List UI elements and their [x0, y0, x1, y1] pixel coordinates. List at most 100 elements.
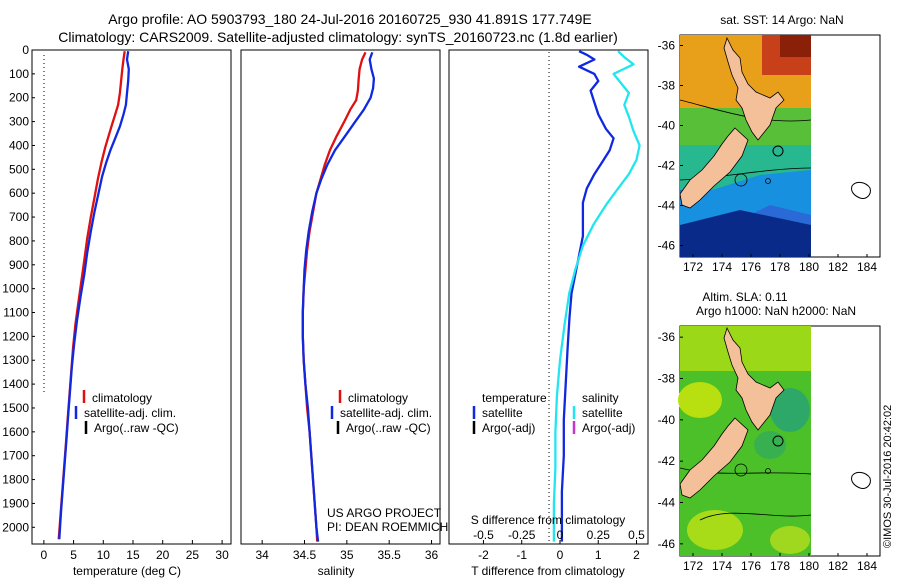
depth-tick-label: 1800: [2, 473, 29, 487]
temperature-axis-label: temperature (deg C): [73, 564, 181, 578]
lon-tick-label: 172: [683, 559, 703, 573]
depth-tick-label: 1100: [3, 306, 29, 320]
x-tick-label: 2: [633, 548, 640, 562]
x-tick-label: 20: [156, 548, 170, 562]
x-tick-label: 35.5: [378, 548, 402, 562]
depth-tick-label: 100: [9, 67, 29, 81]
difference-legend: temperature salinity satellite Argo(-adj…: [472, 391, 635, 435]
t-difference-axis: -2 -1 0 1 2: [478, 540, 640, 562]
temperature-legend: climatology satellite-adj. clim. Argo(..…: [74, 390, 179, 435]
lon-tick-label: 176: [741, 260, 761, 274]
chatham-islands: [851, 471, 871, 489]
legend-satellite: satellite-adj. clim.: [84, 406, 176, 420]
depth-tick-label: 500: [9, 162, 29, 176]
sla-map-title: Altim. SLA: 0.11: [702, 290, 787, 304]
legend-header-salinity: salinity: [582, 391, 619, 405]
s-difference-tick-label: -0.25: [508, 528, 536, 542]
lon-tick-label: 184: [857, 260, 877, 274]
header-title: Argo profile: AO 5903793_180 24-Jul-2016…: [108, 11, 591, 27]
x-tick-label: 36: [425, 548, 439, 562]
s-difference-tick-labels: -0.5 -0.25 0 0.25 0.5: [473, 528, 645, 542]
depth-tick-label: 300: [9, 115, 29, 129]
s-difference-tick-label: 0: [557, 528, 564, 542]
salinity-panel: 34 34.5 35 35.5 36 climatology satellite-adj…: [240, 49, 448, 578]
depth-tick-label: 800: [9, 234, 29, 248]
depth-tick-label: 900: [9, 258, 29, 272]
lat-tick-label: -42: [658, 159, 676, 173]
legend-climatology: climatology: [348, 391, 408, 405]
depth-tick-label: 1700: [2, 449, 29, 463]
series-line-climatology: [57, 51, 126, 540]
lon-tick-label: 174: [712, 260, 732, 274]
lat-tick-label: -38: [658, 372, 676, 386]
s-difference-tick-label: -0.5: [473, 528, 494, 542]
chatham-islands: [851, 181, 871, 199]
depth-tick-label: 1200: [2, 329, 29, 343]
t-difference-axis-label: T difference from climatology: [471, 564, 625, 578]
eddy-marker: [734, 173, 748, 187]
legend-s-satellite: satellite: [582, 406, 623, 420]
salinity-series: [301, 51, 376, 542]
s-difference-tick-label: 0.25: [587, 528, 611, 542]
lat-tick-label: -36: [658, 330, 676, 344]
depth-tick-label: 2000: [2, 520, 29, 534]
lat-tick-label: -46: [658, 239, 676, 253]
difference-panel: -2 -1 0 1 2 temperature salinity satellite A…: [448, 49, 649, 578]
lon-tick-label: 180: [799, 559, 819, 573]
argo-location-marker: [772, 145, 784, 157]
salinity-legend: climatology satellite-adj. clim. Argo(..…: [330, 390, 432, 435]
difference-series: [552, 50, 641, 542]
series-line-satellite-adj-clim: [58, 51, 130, 540]
lat-tick-label: -36: [658, 39, 676, 53]
salinity-axis-label: salinity: [318, 564, 355, 578]
depth-tick-label: 0: [22, 43, 29, 57]
depth-tick-label: 1600: [2, 425, 29, 439]
sst-map-title: sat. SST: 14 Argo: NaN: [720, 13, 843, 27]
x-tick-label: 1: [595, 548, 602, 562]
lat-tick-label: -40: [658, 413, 676, 427]
x-tick-label: -1: [516, 548, 527, 562]
lon-tick-label: 172: [683, 260, 703, 274]
s-difference-tick-label: 0.5: [628, 528, 645, 542]
x-tick-label: 25: [186, 548, 200, 562]
x-tick-label: 0: [557, 548, 564, 562]
difference-plot-frame: [448, 49, 649, 545]
sst-map-axes: -36 -38 -40 -42 -44 -46 172 174 176 178 180 182 184: [658, 39, 878, 275]
sla-field: [678, 326, 812, 556]
header-subtitle: Climatology: CARS2009. Satellite-adjuste…: [58, 29, 618, 45]
lon-tick-label: 174: [712, 559, 732, 573]
legend-satellite: satellite-adj. clim.: [340, 406, 432, 420]
x-tick-label: 30: [215, 548, 229, 562]
project-annotation: US ARGO PROJECT: [327, 506, 442, 520]
lat-tick-label: -44: [658, 199, 676, 213]
legend-argo: Argo(..raw -QC): [94, 421, 179, 435]
depth-tick-label: 200: [9, 91, 29, 105]
eddy-marker: [765, 468, 771, 474]
depth-tick-label: 700: [9, 210, 29, 224]
pi-annotation: PI: DEAN ROEMMICH: [327, 520, 448, 534]
temperature-plot-frame: [31, 49, 232, 545]
x-tick-label: 34.5: [293, 548, 317, 562]
lat-tick-label: -38: [658, 79, 676, 93]
lat-tick-label: -44: [658, 496, 676, 510]
eddy-marker: [765, 178, 771, 184]
sla-map-subtitle: Argo h1000: NaN h2000: NaN: [696, 304, 856, 318]
temperature-axis: 0 5 10 15 20 25 30: [41, 540, 229, 562]
legend-t-satellite: satellite: [482, 406, 523, 420]
temperature-panel: 0100200300400500600700800900100011001200…: [2, 43, 232, 578]
legend-climatology: climatology: [92, 391, 152, 405]
lon-tick-label: 182: [828, 559, 848, 573]
lat-tick-label: -40: [658, 119, 676, 133]
depth-tick-label: 400: [9, 138, 29, 152]
depth-tick-label: 600: [9, 186, 29, 200]
nz-coastline: [679, 326, 785, 499]
sla-map: Altim. SLA: 0.11 Argo h1000: NaN h2000: …: [658, 290, 881, 573]
eddy-marker: [734, 463, 748, 477]
x-tick-label: 10: [97, 548, 111, 562]
lon-tick-label: 176: [741, 559, 761, 573]
x-tick-label: 15: [126, 548, 140, 562]
depth-tick-label: 1400: [2, 377, 29, 391]
series-line-satellite: [560, 50, 615, 542]
salinity-axis: 34 34.5 35 35.5 36: [255, 540, 439, 562]
x-tick-label: 5: [70, 548, 77, 562]
